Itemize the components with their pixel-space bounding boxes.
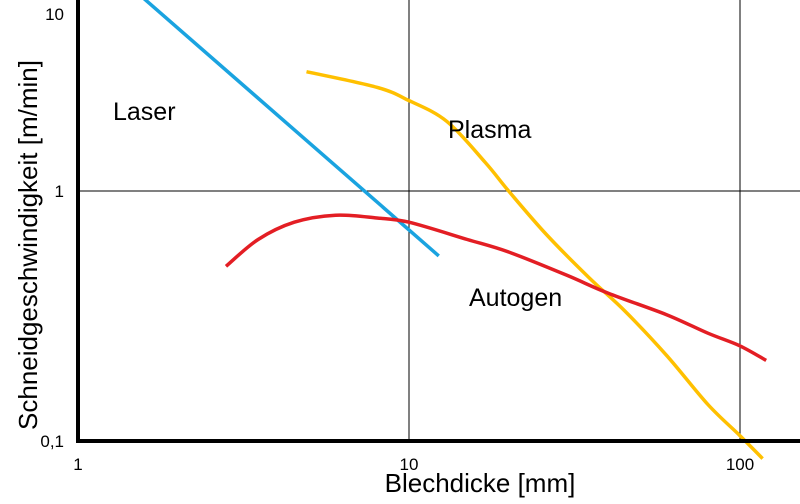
x-tick-label-2: 100: [726, 455, 754, 474]
series-label-plasma: Plasma: [448, 116, 531, 144]
series-lines: [142, 0, 768, 460]
x-axis-title: Blechdicke [mm]: [385, 468, 576, 498]
axes: [76, 0, 800, 443]
series-label-laser: Laser: [113, 98, 176, 126]
series-line-laser: [142, 0, 440, 258]
series-label-autogen: Autogen: [469, 284, 562, 312]
x-tick-label-0: 1: [73, 455, 82, 474]
series-line-plasma: [306, 69, 764, 460]
grid: [78, 0, 800, 441]
y-tick-label-1: 1: [55, 182, 64, 201]
x-tick-label-1: 10: [400, 455, 419, 474]
tick-labels: 1 10 100 0,1 1 10: [40, 5, 754, 474]
y-axis-title: Schneidgeschwindigkeit [m/min]: [13, 60, 43, 430]
series-line-autogen: [224, 213, 768, 362]
series-labels: Laser Plasma Autogen: [113, 98, 562, 312]
y-tick-label-2: 10: [45, 5, 64, 24]
y-tick-label-0: 0,1: [40, 432, 64, 451]
